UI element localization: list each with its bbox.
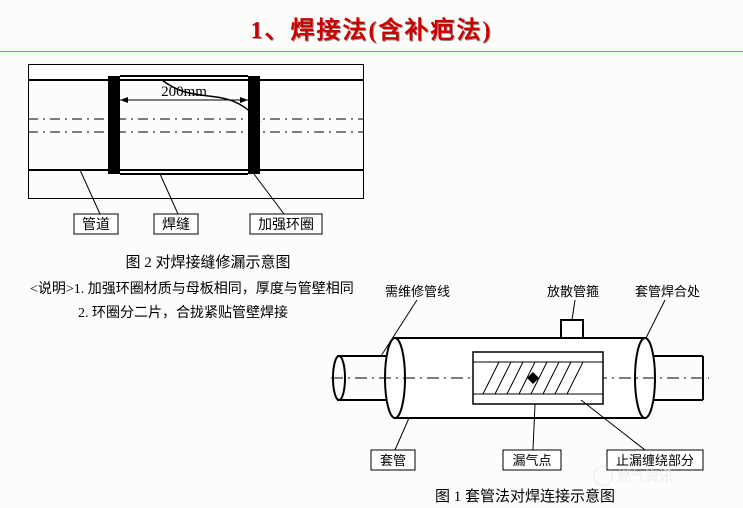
title-divider	[0, 51, 743, 52]
lbl-vent-box: 放散管箍	[547, 284, 599, 299]
label-ring: 加强环圈	[258, 217, 314, 233]
page-title: 1、焊接法(含补疤法)	[0, 0, 743, 45]
lbl-sleeve: 套管	[380, 453, 406, 468]
figure-1-caption: 图 1 套管法对焊连接示意图	[325, 485, 725, 506]
lbl-repair-line: 需维修管线	[385, 284, 450, 299]
label-pipe: 管道	[82, 217, 110, 233]
lbl-leak: 漏气点	[512, 453, 551, 468]
watermark-text: 燃气资讯	[617, 466, 673, 486]
figure-2-caption: 图 2 对焊接缝修漏示意图	[28, 251, 388, 272]
label-weld: 焊缝	[162, 217, 190, 233]
note-prefix: <说明>	[30, 282, 74, 297]
title-text: 1、焊接法(含补疤法)	[251, 18, 493, 44]
note-1: 1. 加强环圈材质与母板相同，厚度与管壁相同	[74, 282, 354, 297]
watermark: 燃气资讯	[593, 466, 673, 486]
dim-200mm: 200mm	[161, 84, 207, 100]
lbl-sleeve-weld: 套管焊合处	[635, 284, 700, 299]
figure-1-svg: 需维修管线 放散管箍 套管焊合处	[325, 278, 715, 478]
watermark-icon	[593, 466, 613, 486]
figure-2-svg: 200mm 管道 焊缝 加强环圈	[28, 64, 364, 244]
